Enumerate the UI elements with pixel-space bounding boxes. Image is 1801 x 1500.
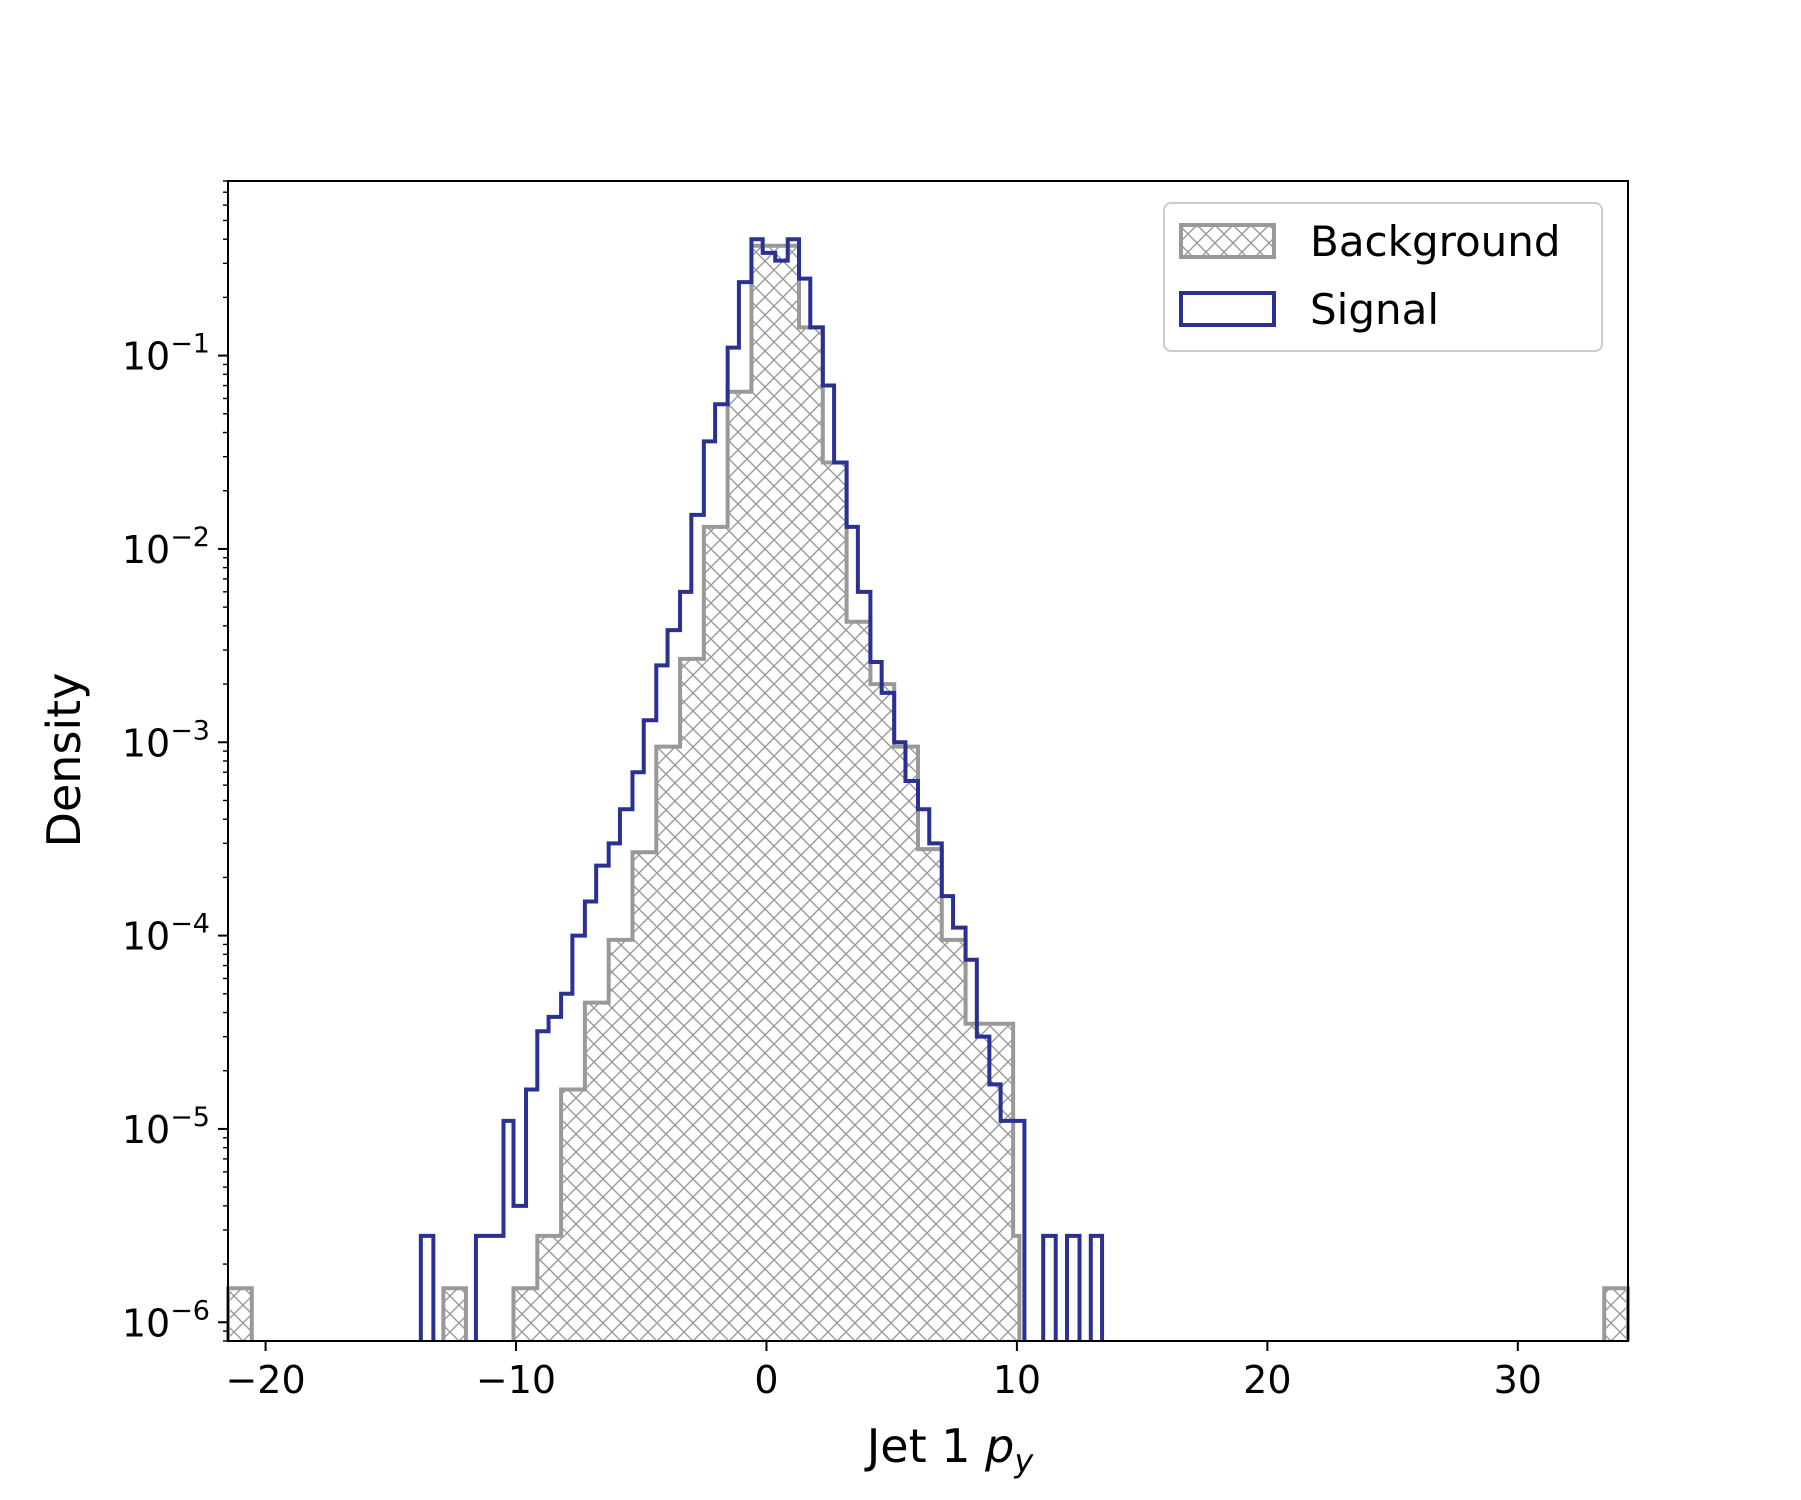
background-bar xyxy=(751,245,776,1341)
legend-swatch-background xyxy=(1179,223,1276,259)
background-bar xyxy=(799,327,823,1342)
x-tick-label: 0 xyxy=(754,1358,778,1402)
background-bar xyxy=(727,391,752,1342)
background-bar xyxy=(1013,1235,1020,1341)
background-bar xyxy=(822,462,847,1341)
background-bar xyxy=(703,526,728,1341)
background-bar xyxy=(1604,1288,1628,1341)
background-bar xyxy=(965,1023,990,1341)
y-tick-label: 10−2 xyxy=(122,522,210,572)
background-bar xyxy=(870,684,895,1341)
background-bar xyxy=(513,1288,538,1341)
y-tick-label: 10−4 xyxy=(122,909,210,959)
background-bar xyxy=(608,939,633,1341)
background-bar xyxy=(894,746,918,1341)
background-bar xyxy=(561,1089,585,1341)
background-outline xyxy=(226,243,1630,1341)
legend-label-signal: Signal xyxy=(1310,285,1439,334)
y-axis-ticks: 10−6 10−5 10−4 10−3 10−2 10−1 xyxy=(122,180,228,1345)
signal-line xyxy=(418,237,1105,1341)
x-tick-label: −10 xyxy=(476,1358,556,1402)
series-background xyxy=(226,243,1630,1342)
y-tick-label: 10−1 xyxy=(122,329,210,379)
y-axis-title: Density xyxy=(37,673,91,848)
background-bar xyxy=(680,658,704,1341)
y-tick-label: 10−5 xyxy=(122,1102,210,1152)
background-bar xyxy=(632,852,657,1341)
x-tick-label: 20 xyxy=(1243,1358,1291,1402)
y-tick-label: 10−3 xyxy=(122,715,210,765)
background-bar xyxy=(537,1235,562,1341)
x-tick-label: 30 xyxy=(1494,1358,1542,1402)
x-axis-title: Jet 1 py xyxy=(864,1419,1035,1480)
background-bar xyxy=(443,1288,466,1341)
legend-label-background: Background xyxy=(1310,217,1561,266)
x-axis-ticks: −20 −10 0 10 20 30 xyxy=(225,1341,1542,1402)
background-bar xyxy=(584,1002,609,1341)
x-tick-label: 10 xyxy=(993,1358,1041,1402)
x-tick-label: −20 xyxy=(225,1358,305,1402)
background-bar xyxy=(656,746,681,1341)
background-bar xyxy=(917,849,942,1341)
background-bar xyxy=(989,1023,1014,1341)
plot-area xyxy=(226,180,1630,1342)
legend: Background Signal xyxy=(1163,202,1603,352)
background-bar xyxy=(941,939,966,1341)
background-bar xyxy=(228,1288,252,1341)
legend-swatch-signal xyxy=(1179,291,1276,327)
background-bar xyxy=(775,245,800,1341)
background-bar xyxy=(846,621,871,1341)
y-tick-label: 10−6 xyxy=(122,1295,210,1345)
